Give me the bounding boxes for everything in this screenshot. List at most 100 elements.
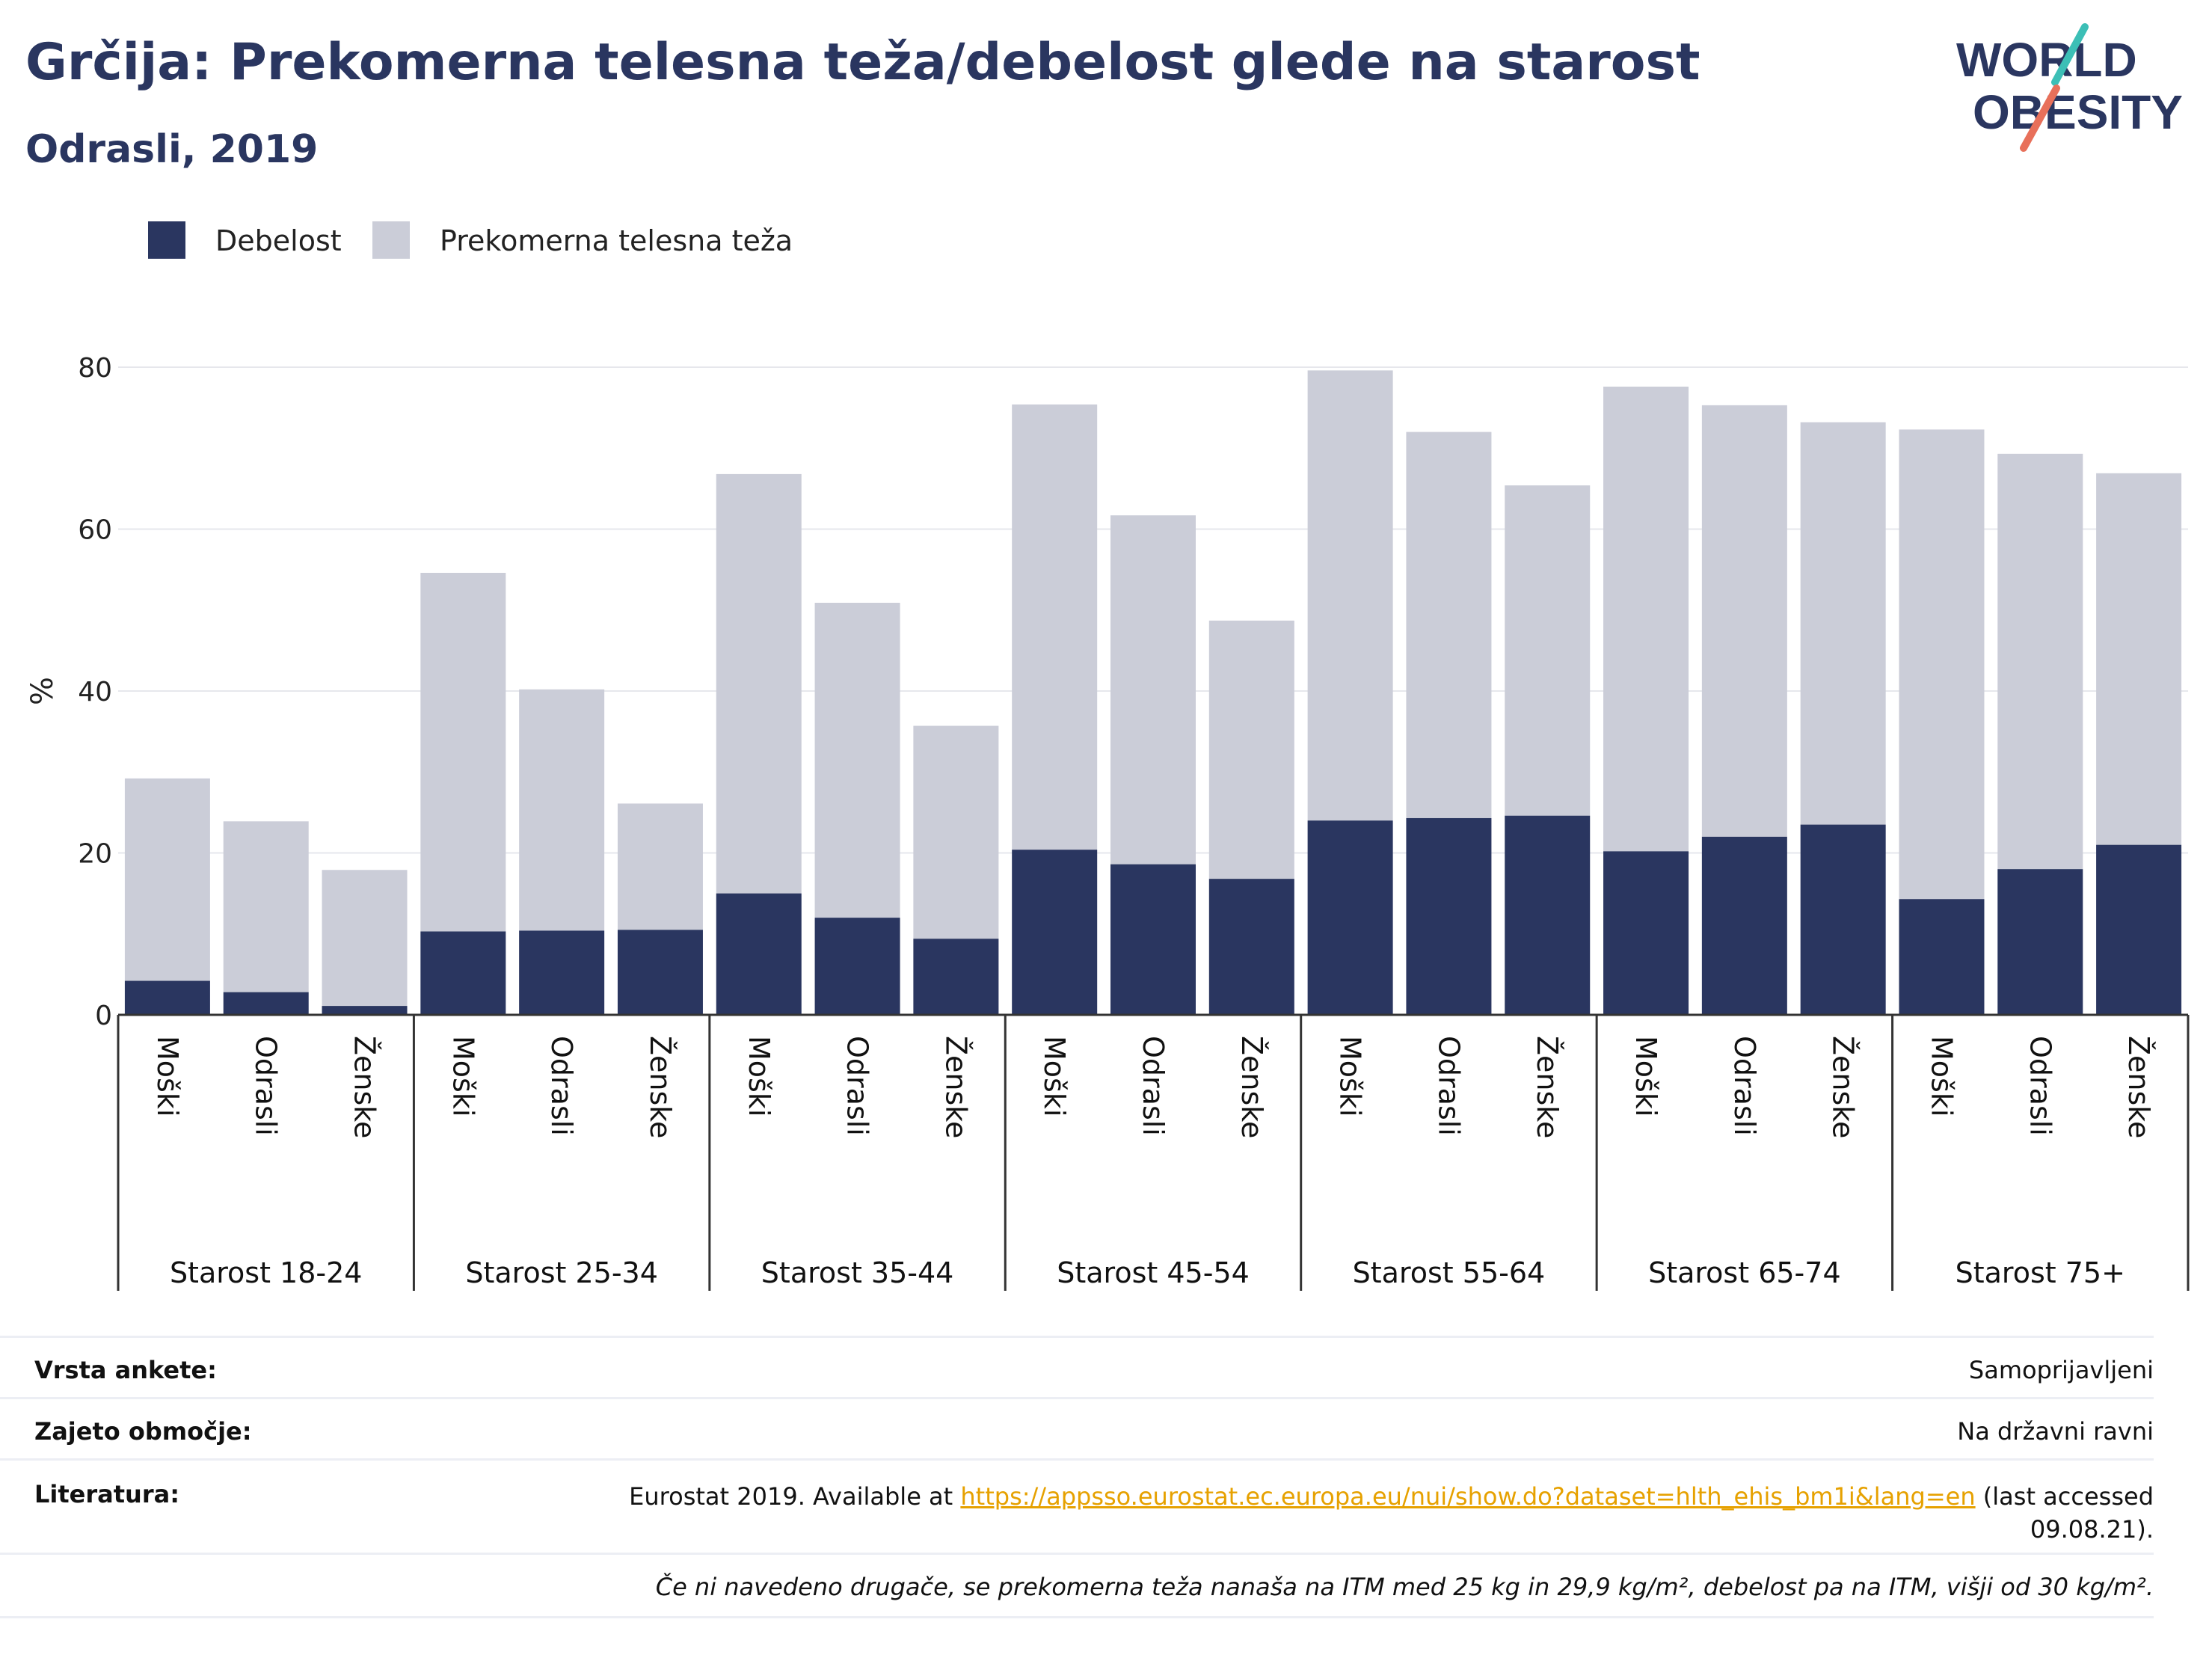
bar-overweight — [322, 870, 408, 1007]
bar-obesity — [716, 893, 802, 1015]
bar-obesity — [1701, 836, 1787, 1015]
x-tick-label: Moški — [1925, 1036, 1958, 1117]
x-tick-label: Moški — [1334, 1036, 1367, 1117]
references-date: 09.08.21). — [2030, 1515, 2154, 1544]
x-tick-label: Ženske — [939, 1036, 972, 1138]
bar-obesity — [1800, 824, 1886, 1015]
references-value: Eurostat 2019. Available at https://apps… — [629, 1480, 2154, 1546]
bar-obesity — [1997, 869, 2083, 1015]
bar-obesity — [1899, 899, 1985, 1015]
legend-swatch-overweight — [372, 221, 410, 259]
bar-overweight — [1012, 404, 1098, 850]
bar-overweight — [519, 689, 605, 931]
bar-obesity — [223, 992, 309, 1015]
y-tick-label: 0 — [95, 1001, 112, 1031]
bar-overweight — [1899, 429, 1985, 900]
x-tick-label: Ženske — [348, 1036, 381, 1138]
bar-overweight — [223, 821, 309, 992]
bar-obesity — [519, 930, 605, 1015]
x-tick-label: Ženske — [644, 1036, 677, 1138]
bar-obesity — [1406, 817, 1492, 1015]
bar-overweight — [1406, 432, 1492, 818]
x-tick-label: Moški — [446, 1036, 479, 1117]
world-obesity-logo: WORLD OBESITY — [1956, 23, 2183, 152]
x-tick-label: Odrasli — [1728, 1036, 1761, 1136]
y-tick-label: 20 — [78, 839, 112, 870]
x-tick-label: Odrasli — [545, 1036, 578, 1136]
coverage-value: Na državni ravni — [1957, 1417, 2154, 1446]
bar-obesity — [124, 980, 210, 1015]
logo-text-line1: WORLD — [1956, 33, 2137, 87]
x-tick-label: Moški — [1629, 1036, 1662, 1117]
logo-slash-teal — [2051, 23, 2089, 86]
info-row-references: Literatura: Eurostat 2019. Available at … — [0, 1458, 2154, 1553]
bar-overweight — [716, 473, 802, 894]
x-tick-label: Ženske — [1531, 1036, 1564, 1138]
page-title: Grčija: Prekomerna telesna teža/debelost… — [25, 33, 1701, 92]
bar-overweight — [1603, 386, 1689, 852]
logo-slash-coral — [2020, 85, 2060, 152]
bar-obesity — [420, 931, 506, 1015]
bar-overweight — [2096, 473, 2182, 845]
x-group-label: Starost 65-74 — [1648, 1256, 1841, 1289]
x-group-label: Starost 35-44 — [761, 1256, 954, 1289]
x-tick-label: Odrasli — [2024, 1036, 2056, 1136]
stacked-bar-chart: 0 20 40 60 80% Moški Odrasli Ženske Starost 18-2… — [25, 353, 2190, 1291]
x-tick-label: Ženske — [2122, 1036, 2155, 1138]
x-tick-label: Odrasli — [1137, 1036, 1170, 1136]
bar-obesity — [322, 1006, 408, 1015]
references-label: Literatura: — [34, 1480, 179, 1508]
x-group-label: Starost 25-34 — [465, 1256, 658, 1289]
bar-overweight — [814, 603, 900, 918]
x-group-label: Starost 18-24 — [170, 1256, 363, 1289]
bar-obesity — [1110, 864, 1196, 1015]
x-tick-label: Odrasli — [841, 1036, 874, 1136]
bar-overweight — [420, 572, 506, 932]
y-tick-label: 80 — [78, 353, 112, 384]
x-group-label: Starost 45-54 — [1057, 1256, 1250, 1289]
bar-overweight — [1505, 485, 1591, 816]
info-row-coverage: Zajeto območje: Na državni ravni — [0, 1397, 2154, 1459]
references-suffix: (last accessed — [1982, 1482, 2154, 1511]
bar-overweight — [617, 803, 703, 930]
bar-overweight — [1997, 453, 2083, 870]
x-tick-label: Ženske — [1235, 1036, 1268, 1138]
bar-overweight — [1701, 405, 1787, 837]
x-tick-label: Moški — [151, 1036, 184, 1117]
bar-obesity — [1012, 850, 1098, 1015]
definition-note: Če ni navedeno drugače, se prekomerna te… — [655, 1573, 2154, 1601]
x-tick-label: Ženske — [1827, 1036, 1860, 1138]
bar-obesity — [2096, 844, 2182, 1015]
x-tick-label: Moški — [743, 1036, 775, 1117]
bar-obesity — [1208, 879, 1294, 1015]
survey-type-label: Vrsta ankete: — [34, 1356, 217, 1384]
bar-obesity — [913, 939, 999, 1015]
y-tick-label: 40 — [78, 677, 112, 707]
info-row-survey-type: Vrsta ankete: Samoprijavljeni — [0, 1336, 2154, 1398]
survey-type-value: Samoprijavljeni — [1968, 1356, 2154, 1384]
x-tick-label: Moški — [1038, 1036, 1071, 1117]
bar-obesity — [1603, 851, 1689, 1015]
bar-overweight — [1110, 515, 1196, 865]
bar-obesity — [814, 918, 900, 1015]
references-link[interactable]: https://appsso.eurostat.ec.europa.eu/nui… — [960, 1482, 1976, 1511]
bar-obesity — [1307, 820, 1393, 1015]
page-subtitle: Odrasli, 2019 — [25, 127, 319, 172]
info-row-note: Če ni navedeno drugače, se prekomerna te… — [0, 1553, 2154, 1618]
bar-obesity — [1505, 815, 1591, 1015]
x-tick-label: Odrasli — [250, 1036, 283, 1136]
coverage-label: Zajeto območje: — [34, 1417, 252, 1446]
bar-overweight — [1208, 620, 1294, 879]
bar-overweight — [1800, 422, 1886, 825]
references-prefix: Eurostat 2019. Available at — [629, 1482, 953, 1511]
legend-swatch-obesity — [148, 221, 185, 259]
logo-text-line2: OBESITY — [1973, 85, 2183, 139]
legend-label-obesity: Debelost — [215, 224, 342, 257]
legend-label-overweight: Prekomerna telesna teža — [440, 224, 793, 257]
bar-overweight — [1307, 370, 1393, 821]
bar-overweight — [913, 725, 999, 939]
x-group-label: Starost 55-64 — [1353, 1256, 1546, 1289]
y-axis-label: % — [25, 677, 60, 705]
x-group-label: Starost 75+ — [1956, 1256, 2125, 1289]
bar-overweight — [124, 778, 210, 981]
